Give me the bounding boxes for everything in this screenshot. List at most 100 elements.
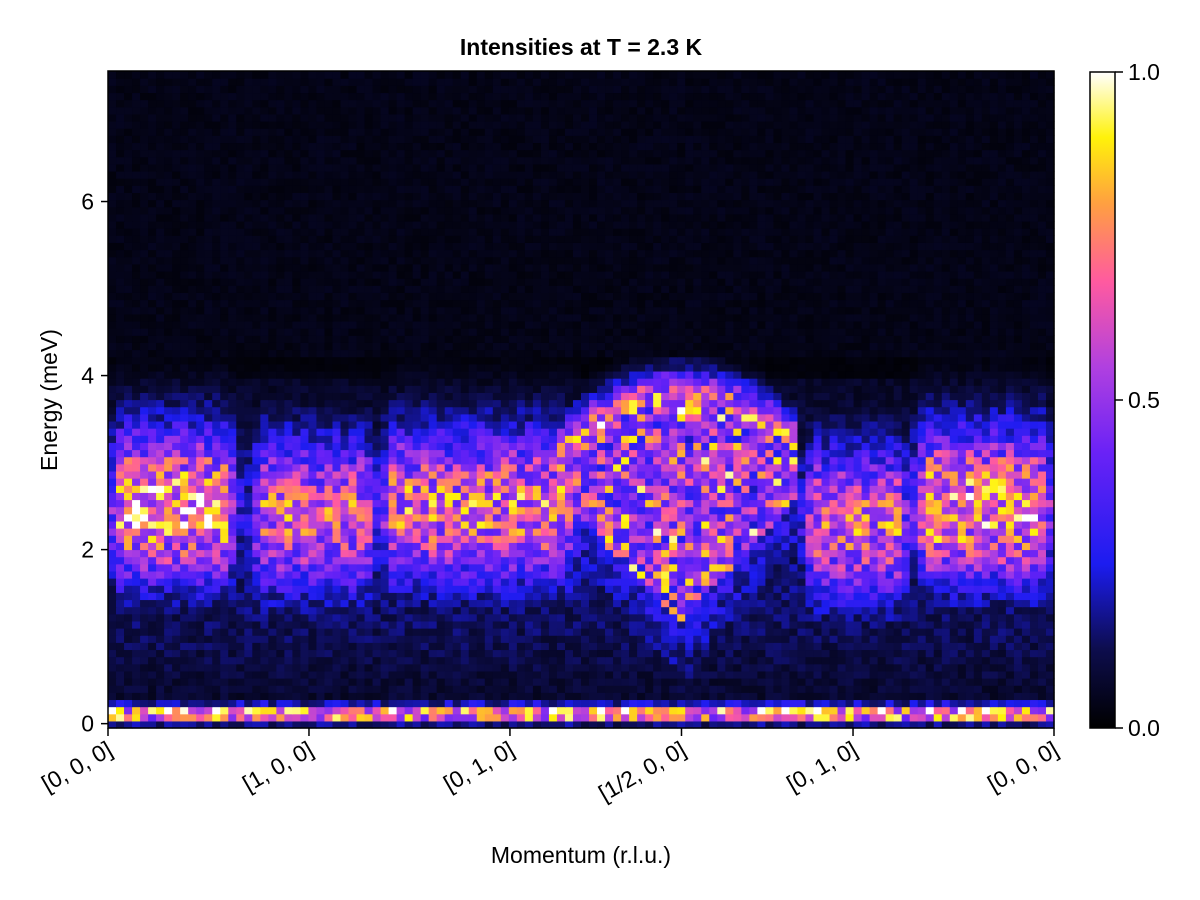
heatmap-cell <box>677 549 686 558</box>
heatmap-cell <box>1029 642 1039 651</box>
heatmap-cell <box>709 663 718 672</box>
heatmap-cell <box>132 470 141 479</box>
heatmap-cell <box>532 706 542 715</box>
heatmap-cell <box>581 506 590 515</box>
heatmap-cell <box>292 578 302 586</box>
heatmap-cell <box>917 678 927 686</box>
heatmap-cell <box>917 713 927 722</box>
heatmap-cell <box>284 420 293 429</box>
heatmap-cell <box>1021 606 1031 615</box>
heatmap-cell <box>276 449 285 458</box>
heatmap-cell <box>965 570 975 579</box>
heatmap-cell <box>981 463 991 472</box>
heatmap-cell <box>492 670 502 679</box>
heatmap-cell <box>164 435 173 443</box>
heatmap-cell <box>380 528 390 536</box>
heatmap-cell <box>621 613 630 622</box>
heatmap-cell <box>260 720 269 729</box>
heatmap-cell <box>757 678 766 686</box>
heatmap-cell <box>324 656 334 665</box>
heatmap-cell <box>172 513 181 522</box>
heatmap-cell <box>428 513 438 522</box>
heatmap-cell <box>965 599 975 608</box>
heatmap-cell <box>621 528 630 536</box>
heatmap-cell <box>300 499 310 508</box>
heatmap-cell <box>653 592 662 601</box>
heatmap-cell <box>316 499 326 508</box>
heatmap-cell <box>661 435 670 443</box>
heatmap-cell <box>452 578 462 586</box>
heatmap-cell <box>733 542 742 551</box>
heatmap-cell <box>556 513 566 522</box>
heatmap-cell <box>837 706 847 715</box>
heatmap-cell <box>516 499 526 508</box>
heatmap-cell <box>164 535 173 543</box>
heatmap-cell <box>532 506 542 515</box>
heatmap-cell <box>452 556 462 565</box>
heatmap-cell <box>244 535 253 543</box>
heatmap-cell <box>388 578 398 586</box>
heatmap-cell <box>1013 578 1023 586</box>
heatmap-cell <box>204 528 213 536</box>
heatmap-cell <box>556 635 566 643</box>
heatmap-cell <box>1005 463 1015 472</box>
heatmap-cell <box>1029 720 1039 729</box>
heatmap-cell <box>532 663 542 672</box>
heatmap-cell <box>228 685 237 693</box>
heatmap-cell <box>877 485 887 493</box>
heatmap-cell <box>789 635 799 643</box>
heatmap-cell <box>797 528 807 536</box>
heatmap-cell <box>404 520 414 529</box>
heatmap-cell <box>1021 663 1031 672</box>
heatmap-cell <box>340 528 350 536</box>
heatmap-cell <box>893 578 903 586</box>
heatmap-cell <box>837 463 847 472</box>
heatmap-cell <box>564 649 574 658</box>
heatmap-cell <box>845 699 855 708</box>
heatmap-cell <box>965 628 975 636</box>
heatmap-cell <box>460 699 470 708</box>
heatmap-cell <box>757 628 766 636</box>
heatmap-cell <box>909 699 919 708</box>
heatmap-cell <box>885 592 895 601</box>
heatmap-cell <box>564 456 574 465</box>
heatmap-cell <box>733 713 742 722</box>
heatmap-cell <box>404 470 414 479</box>
heatmap-cell <box>949 449 959 458</box>
heatmap-cell <box>572 628 582 636</box>
heatmap-cell <box>973 606 983 615</box>
heatmap-cell <box>492 663 502 672</box>
heatmap-cell <box>733 513 742 522</box>
heatmap-cell <box>156 463 165 472</box>
heatmap-cell <box>805 649 815 658</box>
heatmap-cell <box>829 449 839 458</box>
heatmap-cell <box>989 535 999 543</box>
heatmap-cell <box>404 570 414 579</box>
heatmap-cell <box>1005 685 1015 693</box>
heatmap-cell <box>164 456 173 465</box>
heatmap-cell <box>813 692 823 701</box>
heatmap-cell <box>420 642 430 651</box>
heatmap-cell <box>284 428 293 436</box>
heatmap-cell <box>404 613 414 622</box>
heatmap-cell <box>1005 585 1015 593</box>
heatmap-cell <box>861 470 871 479</box>
heatmap-cell <box>765 542 775 551</box>
heatmap-cell <box>1021 642 1031 651</box>
heatmap-cell <box>829 663 839 672</box>
heatmap-cell <box>372 628 382 636</box>
heatmap-cell <box>340 420 350 429</box>
heatmap-cell <box>957 449 967 458</box>
heatmap-cell <box>436 706 446 715</box>
heatmap-cell <box>276 528 285 536</box>
heatmap-cell <box>597 585 606 593</box>
heatmap-cell <box>332 456 342 465</box>
heatmap-cell <box>108 506 117 515</box>
heatmap-cell <box>204 456 213 465</box>
heatmap-cell <box>332 685 342 693</box>
heatmap-cell <box>172 628 181 636</box>
heatmap-cell <box>444 685 454 693</box>
heatmap-cell <box>909 635 919 643</box>
heatmap-cell <box>813 578 823 586</box>
heatmap-cell <box>452 442 462 451</box>
